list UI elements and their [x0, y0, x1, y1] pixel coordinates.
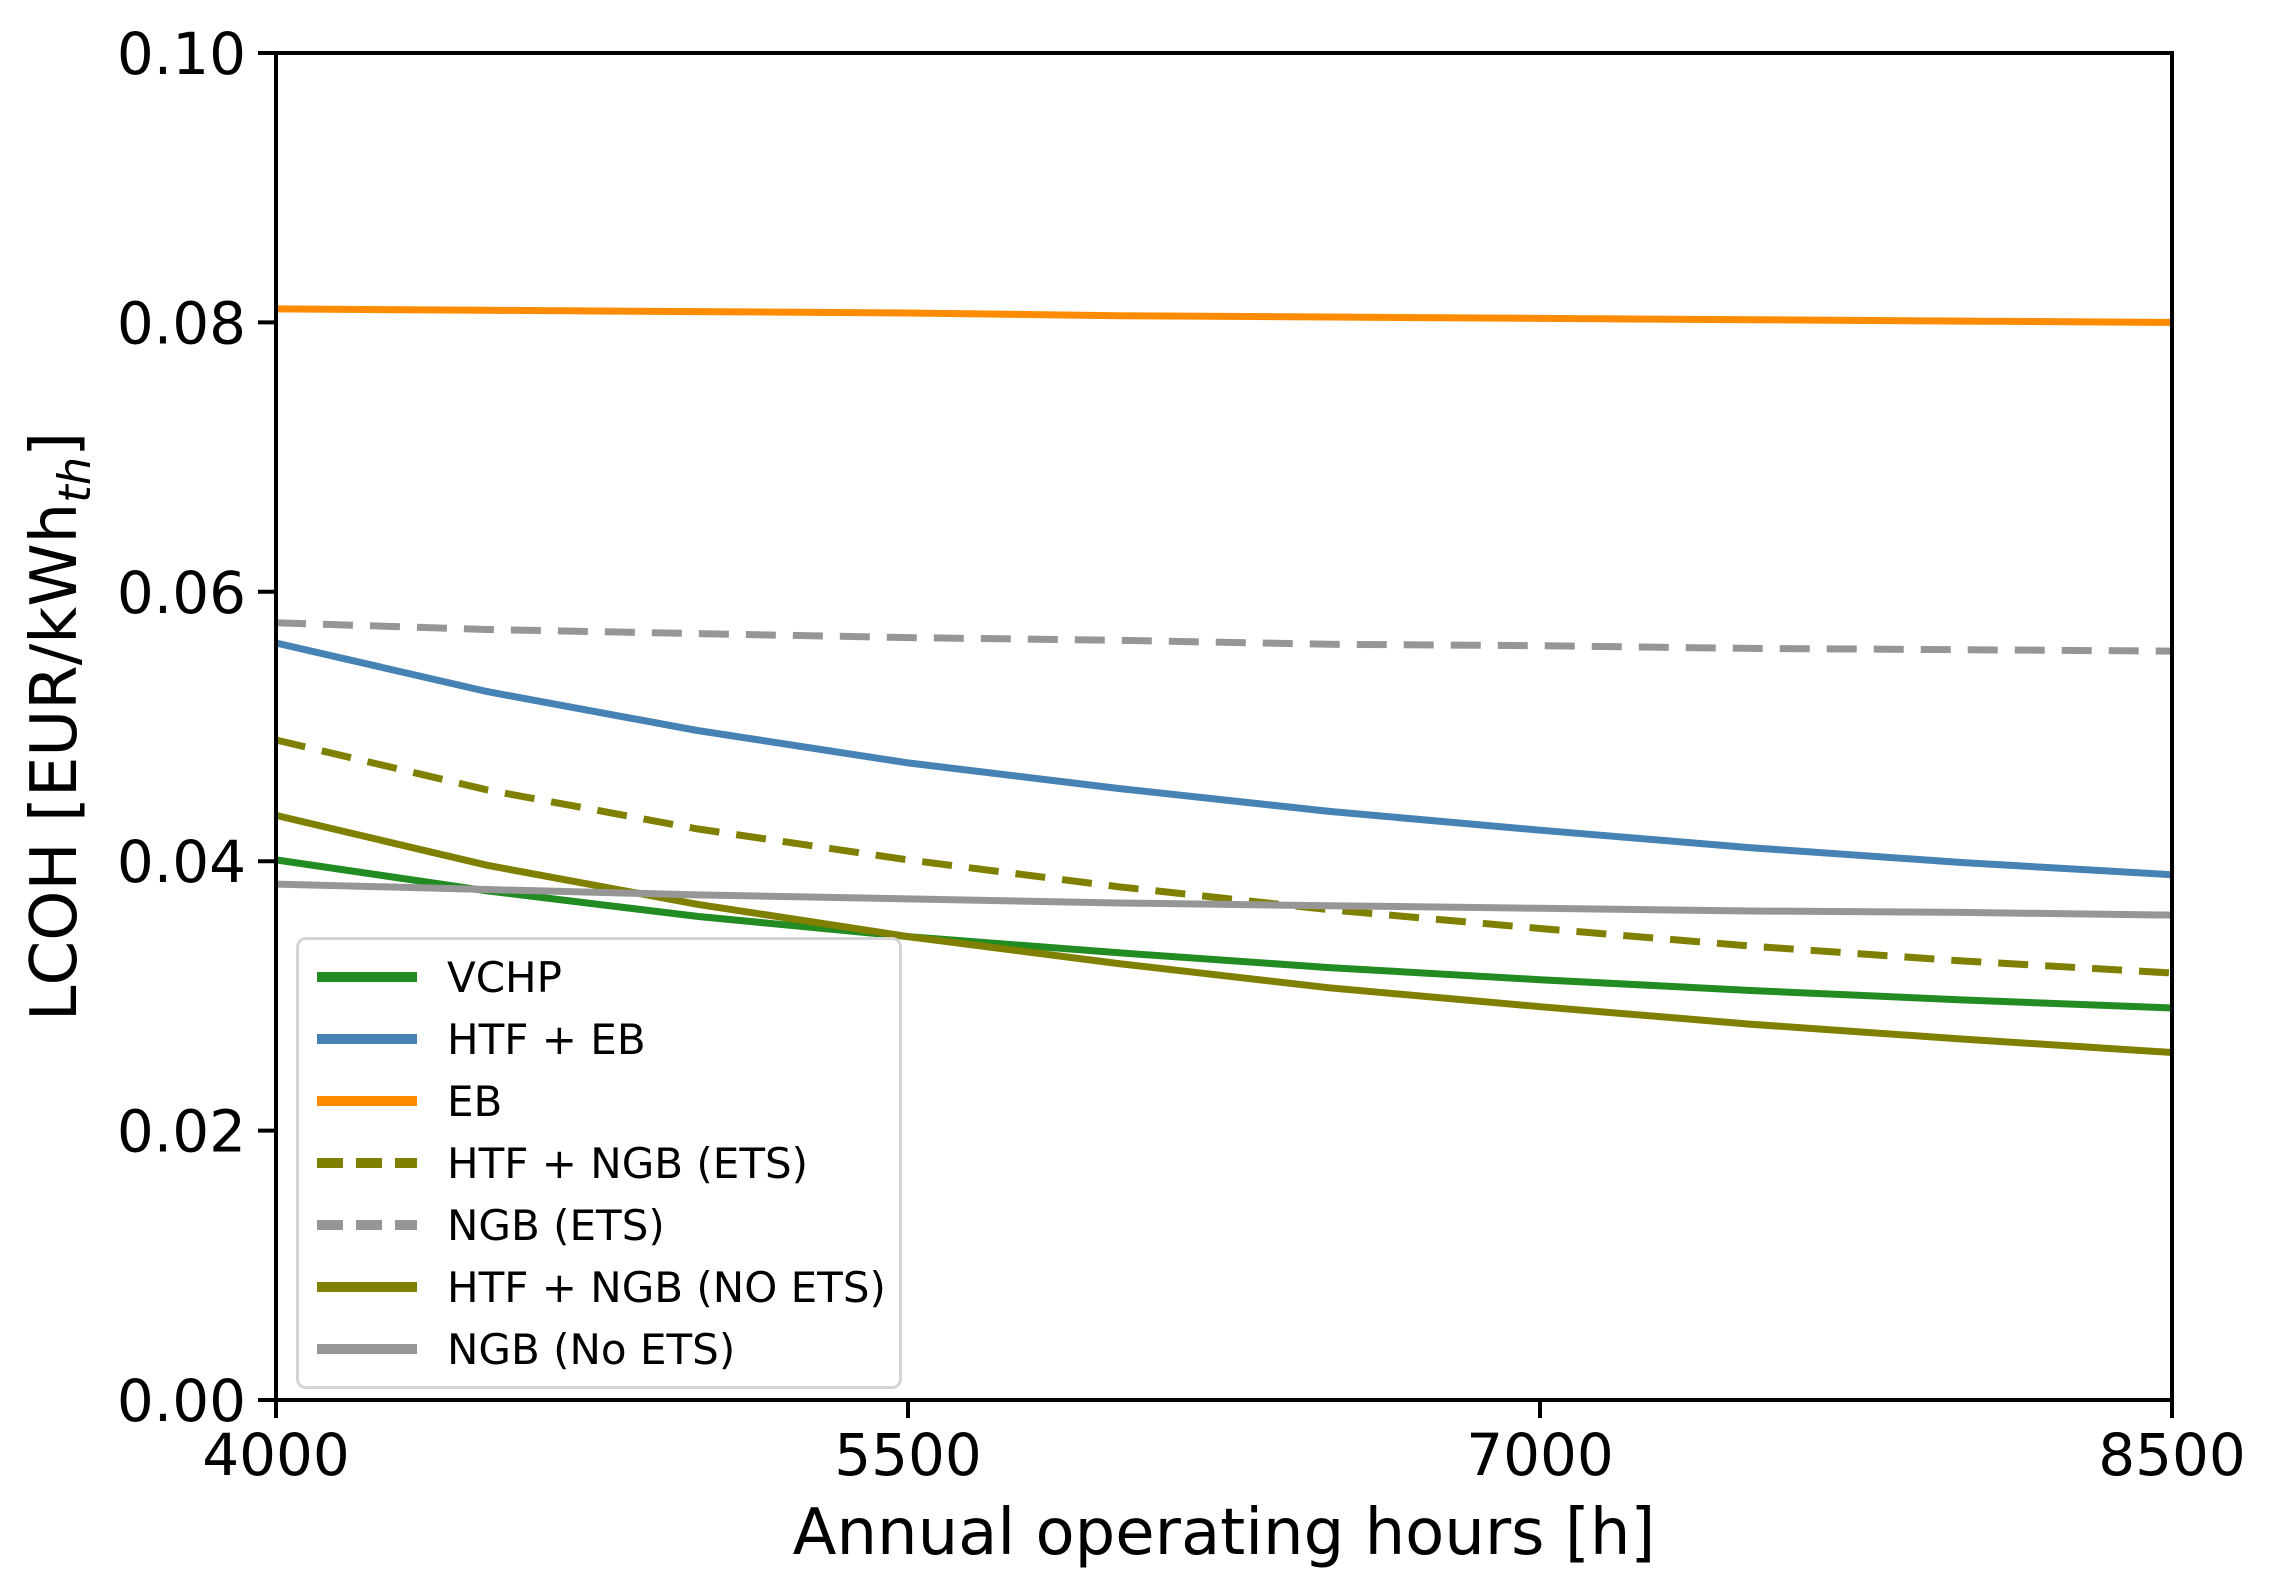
y-axis-label-text: LCOH [EUR/kWh — [18, 502, 92, 1022]
legend-item: HTF + EB — [299, 1009, 899, 1069]
series-line-htf-ngb-ets — [275, 736, 2173, 977]
y-tick-label: 0.02 — [117, 1098, 246, 1166]
legend-item: HTF + NGB (ETS) — [299, 1133, 899, 1193]
x-tick-label: 8500 — [2098, 1421, 2246, 1489]
legend-item: NGB (ETS) — [299, 1195, 899, 1255]
y-axis-label: LCOH [EUR/kWhth] — [18, 53, 101, 1400]
axis-ticks — [258, 51, 2174, 1418]
legend-line-swatch — [317, 972, 417, 982]
series-line-vchp — [275, 856, 2173, 1012]
y-tick-label: 0.04 — [117, 828, 246, 896]
legend-label: HTF + NGB (ETS) — [447, 1138, 809, 1188]
series-line-htf-eb — [275, 639, 2173, 879]
legend-line-swatch — [317, 1282, 417, 1292]
legend-item: NGB (No ETS) — [299, 1319, 899, 1379]
y-axis-label-subscript: th — [47, 456, 101, 503]
plot-frame — [274, 51, 2174, 1402]
legend-label: EB — [447, 1076, 503, 1126]
legend-label: HTF + EB — [447, 1014, 646, 1064]
legend-line-swatch — [317, 1034, 417, 1044]
x-tick-label: 7000 — [1466, 1421, 1614, 1489]
legend-line-swatch — [317, 1096, 417, 1106]
series-lines — [275, 305, 2173, 1056]
legend-item: VCHP — [299, 947, 899, 1007]
legend-label: NGB (ETS) — [447, 1200, 665, 1250]
y-axis-label-close: ] — [18, 431, 92, 457]
axes-frame — [274, 51, 2174, 1402]
y-tick-label: 0.10 — [117, 20, 246, 88]
series-line-ngb-ets — [275, 619, 2173, 655]
x-tick-label: 5500 — [834, 1421, 982, 1489]
series-line-htf-ngb-no-ets — [275, 811, 2173, 1056]
y-tick-label: 0.08 — [117, 289, 246, 357]
legend-item: HTF + NGB (NO ETS) — [299, 1257, 899, 1317]
x-axis-label: Annual operating hours [h] — [792, 1496, 1656, 1570]
axis-tick-labels: 0.00 0.02 0.04 0.06 0.08 0.10 4000 5500 7000 8500 — [117, 20, 2246, 1489]
legend-label: NGB (No ETS) — [447, 1324, 736, 1374]
legend-line-swatch — [317, 1158, 417, 1168]
series-line-ngb-no-ets — [275, 880, 2173, 919]
y-tick-label: 0.00 — [117, 1367, 246, 1435]
legend-line-swatch — [317, 1220, 417, 1230]
y-tick-label: 0.06 — [117, 559, 246, 627]
series-line-eb — [275, 305, 2173, 326]
legend: VCHP HTF + EB EB HTF + NGB (ETS) NGB (ETS) HT… — [296, 937, 902, 1389]
x-tick-label: 4000 — [202, 1421, 350, 1489]
legend-label: HTF + NGB (NO ETS) — [447, 1262, 886, 1312]
legend-item: EB — [299, 1071, 899, 1131]
legend-label: VCHP — [447, 952, 562, 1002]
legend-line-swatch — [317, 1344, 417, 1354]
